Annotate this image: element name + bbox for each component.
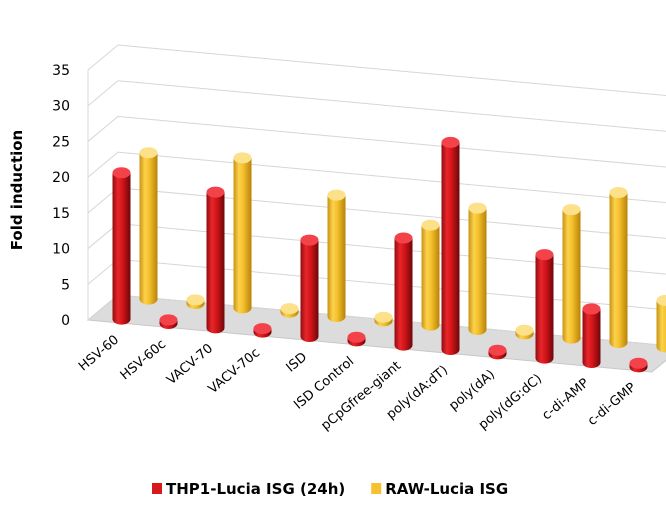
bar xyxy=(515,324,534,340)
y-tick-label: 10 xyxy=(52,242,70,258)
bar-body xyxy=(394,238,413,351)
bar-top xyxy=(159,314,178,326)
y-axis-label: Fold induction xyxy=(8,130,26,250)
y-axis-ticks: 0 5 10 15 20 25 30 35 xyxy=(52,63,70,329)
bar xyxy=(186,294,205,309)
bar-top xyxy=(186,294,205,306)
x-tick-label: HSV-60 xyxy=(76,332,122,374)
bar-top xyxy=(233,152,252,164)
bar xyxy=(374,311,393,327)
bar-top xyxy=(374,311,393,323)
bar xyxy=(468,202,487,335)
y-tick-label: 30 xyxy=(52,99,70,115)
x-tick-label: VACV-70 xyxy=(164,341,216,388)
bar xyxy=(139,147,158,305)
bar xyxy=(421,219,440,331)
bar-top xyxy=(562,204,581,216)
bar-body xyxy=(421,225,440,331)
gridline xyxy=(87,80,666,132)
y-tick-label: 5 xyxy=(61,277,70,293)
legend-label: THP1-Lucia ISG (24h) xyxy=(166,480,345,498)
bar-body xyxy=(206,192,225,334)
bar xyxy=(562,204,581,344)
y-tick-label: 35 xyxy=(52,63,70,79)
bar-body xyxy=(562,209,581,344)
bar-body xyxy=(300,240,319,342)
bar-top xyxy=(112,167,131,179)
gridline xyxy=(87,151,666,204)
bar xyxy=(394,232,413,351)
bar-top xyxy=(139,147,158,159)
bars xyxy=(112,136,666,373)
bar-body xyxy=(535,254,554,364)
bar-top xyxy=(515,324,534,336)
bar-top xyxy=(609,187,628,198)
legend: THP1-Lucia ISG (24h) RAW-Lucia ISG xyxy=(152,480,508,498)
bar xyxy=(535,249,554,364)
bar-top xyxy=(468,202,487,214)
bar-body xyxy=(656,300,666,353)
bar xyxy=(159,314,178,329)
bar-top xyxy=(253,323,272,335)
x-tick-label: c-di-AMP xyxy=(539,376,592,424)
bar xyxy=(441,136,460,355)
bar xyxy=(253,323,272,338)
bar-top xyxy=(488,344,507,356)
gridline xyxy=(87,44,666,97)
bar xyxy=(112,167,131,325)
bar-top xyxy=(394,232,413,244)
x-tick-label: HSV-60c xyxy=(118,337,169,384)
bar-body xyxy=(609,192,628,348)
bar xyxy=(629,357,648,373)
bar xyxy=(206,186,225,334)
y-tick-label: 0 xyxy=(61,313,70,329)
bar-body xyxy=(233,157,252,314)
x-tick-label: ISD xyxy=(283,350,310,376)
x-tick-label: poly(dA) xyxy=(446,367,498,414)
bar-body xyxy=(112,172,131,325)
legend-swatch xyxy=(371,483,382,494)
y-tick-label: 15 xyxy=(52,206,70,222)
bar xyxy=(280,303,299,318)
bar-top xyxy=(300,234,319,246)
bar xyxy=(582,303,601,369)
bar xyxy=(347,331,366,347)
legend-swatch xyxy=(152,483,162,494)
bar-top xyxy=(441,136,460,148)
bar xyxy=(656,294,666,353)
legend-label: RAW-Lucia ISG xyxy=(385,480,508,498)
bar-top xyxy=(582,303,601,315)
bar-body xyxy=(582,308,601,369)
bar xyxy=(488,344,507,360)
bar-top xyxy=(206,186,225,198)
bar-top xyxy=(535,249,554,261)
bar-body xyxy=(441,142,460,355)
bar xyxy=(327,189,346,322)
bar-top xyxy=(280,303,299,315)
bar xyxy=(300,234,319,342)
gridline xyxy=(87,115,666,168)
bar xyxy=(233,152,252,314)
bar-top xyxy=(347,331,366,343)
bar-body xyxy=(139,152,158,305)
y-tick-label: 25 xyxy=(52,134,70,150)
bar-top xyxy=(629,357,648,369)
bar-body xyxy=(468,208,487,335)
bar-body xyxy=(327,195,346,322)
bar xyxy=(609,187,628,348)
bar-top xyxy=(421,219,440,231)
bar-top xyxy=(327,189,346,201)
x-tick-label: c-di-GMP xyxy=(585,380,639,429)
y-tick-label: 20 xyxy=(52,170,70,186)
bar-top xyxy=(656,294,666,306)
